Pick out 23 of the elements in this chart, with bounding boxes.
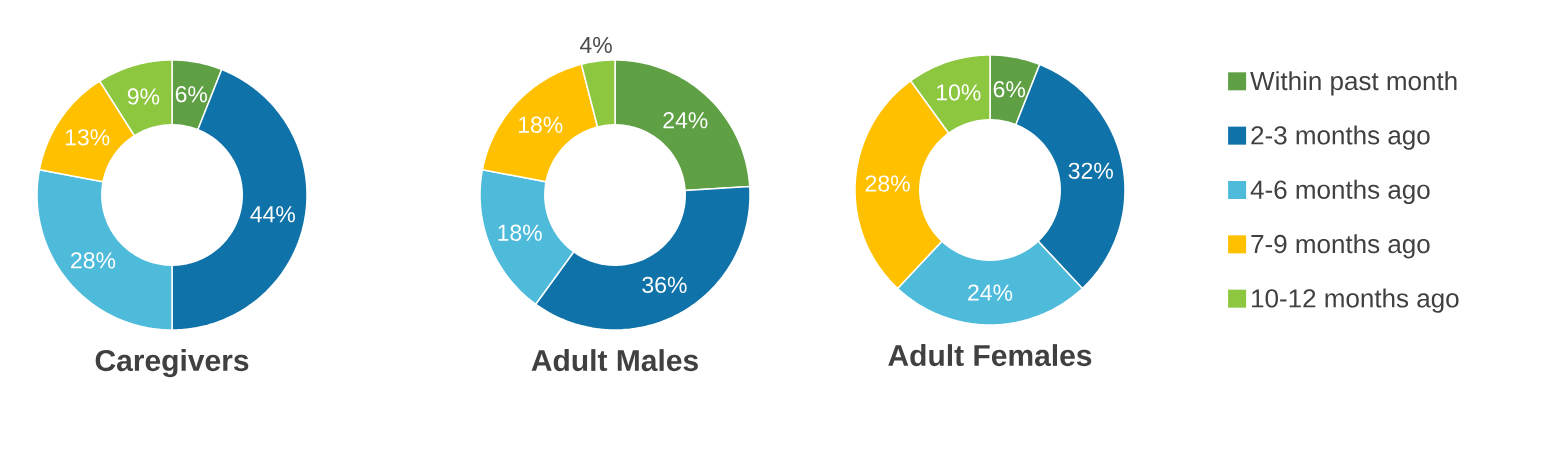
text: Adult Males [531,349,698,372]
data-label: 28% [865,175,910,192]
data-label: 6% [175,86,208,103]
legend-label: 2-3 months ago [1251,125,1430,150]
legend-label: Within past month [1250,71,1457,96]
data-label: 9% [127,88,160,105]
data-label: 36% [642,276,687,294]
data-label: 18% [518,116,563,133]
data-label: 18% [498,224,542,241]
data-label: 13% [65,129,110,146]
data-label: 44% [250,206,295,223]
data-label: 24% [968,284,1013,301]
legend-label: 7-9 months ago [1251,234,1430,259]
data-label: 10% [937,84,981,101]
data-label: 32% [1068,162,1113,179]
data-label: 4% [579,36,612,54]
data-label: 24% [663,112,708,129]
data-label: 6% [993,81,1026,98]
data-label: 28% [71,252,116,269]
legend-label: 10-12 months ago [1252,288,1459,313]
text: Caregivers [95,349,249,378]
text: Adult Females [888,344,1092,367]
legend-label: 4-6 months ago [1250,179,1430,205]
